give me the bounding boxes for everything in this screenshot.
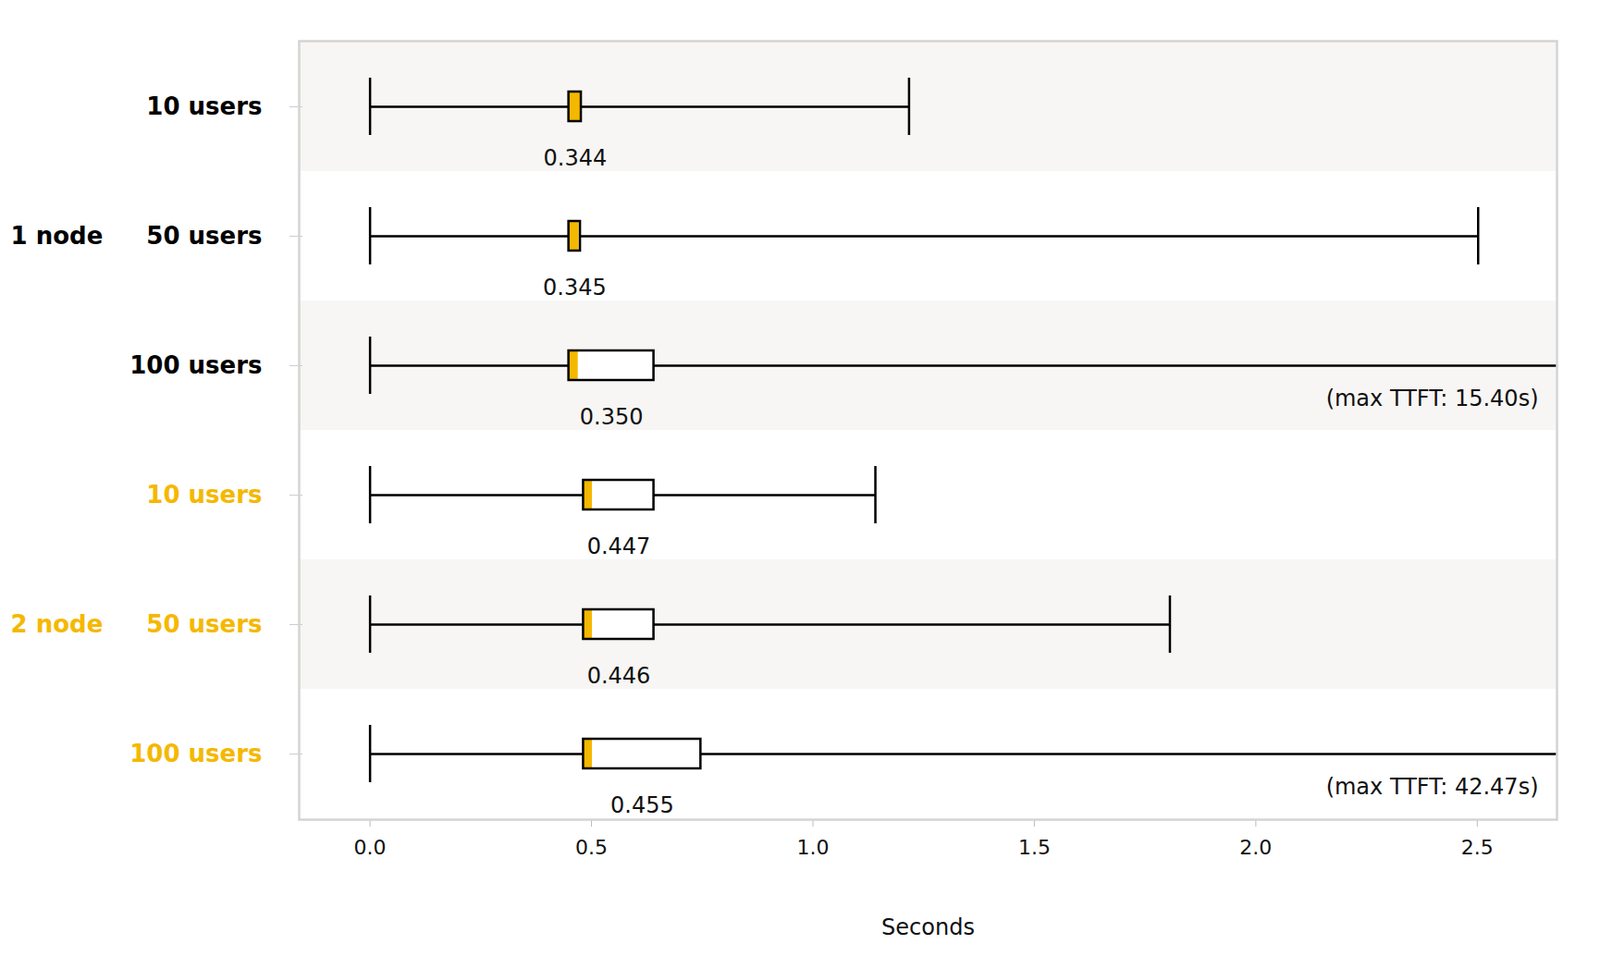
svg-text:(max TTFT: 42.47s): (max TTFT: 42.47s) (1326, 774, 1539, 800)
svg-text:1 node: 1 node (11, 221, 104, 250)
svg-text:1.0: 1.0 (796, 836, 829, 860)
svg-text:100 users: 100 users (129, 739, 262, 768)
svg-text:10 users: 10 users (146, 480, 262, 509)
svg-text:0.0: 0.0 (354, 836, 387, 860)
svg-text:0.344: 0.344 (542, 145, 607, 172)
svg-text:1.5: 1.5 (1018, 836, 1051, 860)
svg-text:10 users: 10 users (146, 92, 262, 121)
svg-text:0.455: 0.455 (610, 792, 675, 819)
svg-text:(max TTFT: 15.40s): (max TTFT: 15.40s) (1326, 385, 1539, 412)
svg-text:2.5: 2.5 (1461, 836, 1494, 860)
svg-text:0.446: 0.446 (587, 663, 652, 690)
svg-text:100 users: 100 users (129, 351, 262, 380)
svg-text:0.350: 0.350 (579, 404, 644, 431)
svg-text:50 users: 50 users (146, 221, 262, 250)
svg-text:0.447: 0.447 (587, 533, 652, 560)
svg-text:2.0: 2.0 (1239, 836, 1272, 860)
svg-text:50 users: 50 users (146, 610, 262, 639)
svg-text:0.345: 0.345 (542, 274, 607, 301)
svg-text:2 node: 2 node (11, 610, 104, 639)
svg-text:Seconds: Seconds (881, 914, 975, 941)
svg-text:0.5: 0.5 (575, 836, 608, 860)
